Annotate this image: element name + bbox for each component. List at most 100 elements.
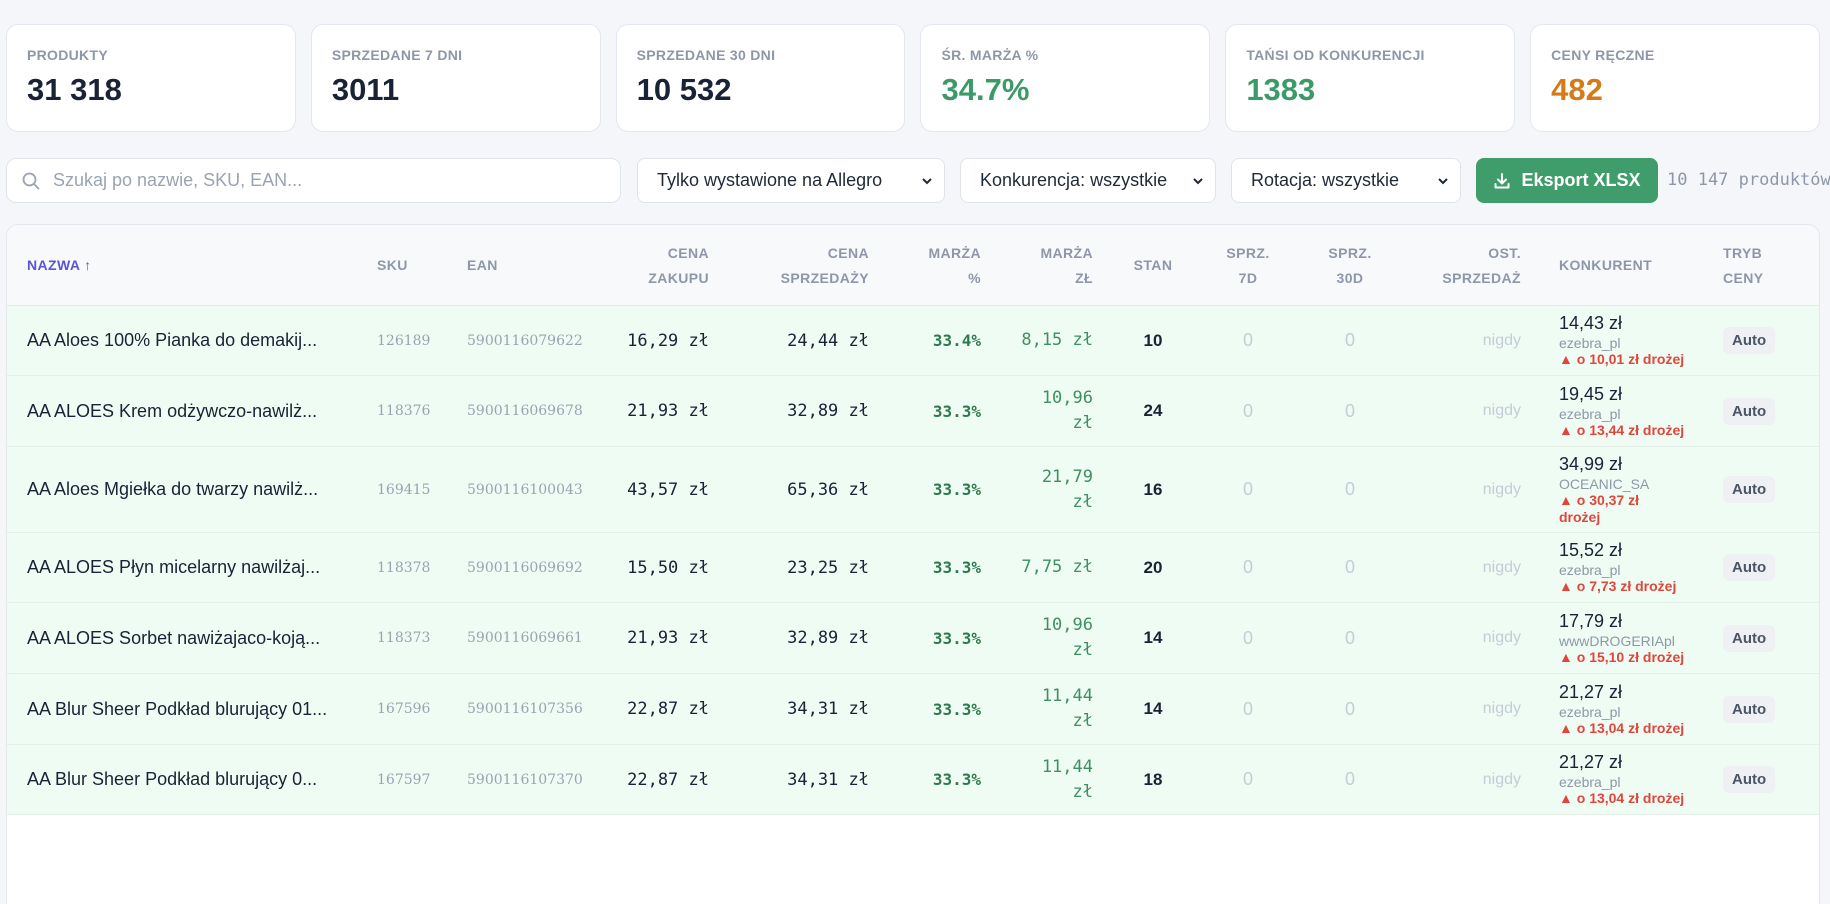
buy-price: 21,93 zł [627, 628, 709, 648]
last-sale-value: nigdy [1482, 402, 1521, 419]
table-row[interactable]: AA ALOES Sorbet nawiżajaco-koją... 118373… [7, 603, 1819, 674]
price-mode-badge[interactable]: Auto [1723, 397, 1776, 425]
column-header-ean[interactable]: EAN [467, 225, 567, 306]
cell-sku: 167597 [377, 745, 447, 814]
column-header-sold-30d[interactable]: SPRZ. 30D [1307, 225, 1393, 306]
stock-value: 18 [1143, 769, 1163, 789]
cell-last-sale: nigdy [1407, 603, 1521, 673]
competitor-name: wwwDROGERIApl [1559, 632, 1675, 649]
sold-30d-value: 0 [1344, 479, 1355, 499]
column-header-margin-pct[interactable]: MARŻA% [907, 225, 981, 306]
margin-pct: 33.3% [932, 770, 981, 789]
cell-buy-price: 43,57 zł [607, 447, 709, 532]
column-header-sku[interactable]: SKU [377, 225, 437, 306]
column-header-name[interactable]: NAZWA ↑ [27, 225, 327, 306]
price-mode-badge[interactable]: Auto [1723, 695, 1776, 723]
cell-margin-zl: 8,15 zł [1007, 306, 1093, 375]
cell-name: AA ALOES Płyn micelarny nawilżaj... [27, 533, 357, 602]
sell-price: 24,44 zł [787, 330, 869, 351]
table-row[interactable]: AA Aloes Mgiełka do twarzy nawilż... 1694… [7, 447, 1819, 533]
price-mode-badge[interactable]: Auto [1723, 766, 1776, 793]
competitor-price: 21,27 zł [1559, 752, 1623, 772]
cell-last-sale: nigdy [1407, 533, 1521, 602]
stock-value: 14 [1143, 699, 1163, 718]
margin-zl: 11,44 [1041, 686, 1093, 706]
filter-competition-select[interactable]: Konkurencja: wszystkie [960, 158, 1216, 203]
competitor-name: ezebra_pl [1559, 335, 1621, 351]
cell-competitor: 19,45 zł ezebra_pl ▲ o 13,44 zł drożej [1559, 376, 1699, 446]
cell-buy-price: 22,87 zł [607, 674, 709, 744]
column-header-sold-7d[interactable]: SPRZ. 7D [1207, 225, 1289, 306]
table-row[interactable]: AA ALOES Płyn micelarny nawilżaj... 11837… [7, 533, 1819, 603]
search-input[interactable] [53, 170, 593, 191]
cell-price-mode: Auto [1723, 674, 1803, 744]
filter-allegro-select[interactable]: Tylko wystawione na Allegro [637, 158, 945, 203]
product-sku: 118376 [377, 403, 431, 419]
column-header-stock[interactable]: STAN [1117, 225, 1189, 306]
margin-zl: 10,96 [1041, 615, 1093, 635]
cell-sku: 118373 [377, 603, 447, 673]
product-count: 10 147 produktów [1667, 170, 1830, 190]
column-header-sell-price[interactable]: CENA SPRZEDAŻY [747, 225, 869, 306]
filter-rotation-select[interactable]: Rotacja: wszystkie [1231, 158, 1461, 203]
cell-last-sale: nigdy [1407, 745, 1521, 814]
cell-price-mode: Auto [1723, 306, 1803, 375]
cell-name: AA ALOES Sorbet nawiżajaco-koją... [27, 603, 357, 673]
cell-last-sale: nigdy [1407, 306, 1521, 375]
competitor-diff: ▲ o 13,04 zł drożej [1559, 790, 1685, 806]
sold-7d-value: 0 [1242, 479, 1253, 499]
products-table: NAZWA ↑ SKU EAN CENA ZAKUPU CENA SPRZEDAŻY… [6, 224, 1820, 904]
column-header-competitor[interactable]: KONKURENT [1559, 225, 1689, 306]
competitor-diff: ▲ o 13,04 zł drożej [1559, 719, 1685, 736]
column-header-buy-price[interactable]: CENA ZAKUPU [607, 225, 709, 306]
cell-ean: 5900116069692 [467, 533, 597, 602]
margin-zl: 10,96 [1041, 388, 1093, 408]
stat-card-sold-30d: SPRZEDANE 30 DNI 10 532 [615, 24, 906, 132]
column-header-last-sale[interactable]: OST. SPRZEDAŻ [1407, 225, 1521, 306]
sold-30d-value: 0 [1344, 769, 1355, 789]
sold-30d-value: 0 [1344, 698, 1355, 719]
search-box[interactable] [6, 158, 621, 203]
competitor-price: 21,27 zł [1559, 681, 1623, 702]
column-header-label: SPRZ. [1328, 244, 1372, 261]
competitor-name: OCEANIC_SA [1559, 475, 1650, 492]
table-row[interactable]: AA ALOES Krem odżywczo-nawilż... 118376 59… [7, 376, 1819, 447]
cell-stock: 14 [1117, 603, 1189, 673]
column-header-label: OST. [1488, 244, 1521, 261]
table-row[interactable]: AA Blur Sheer Podkład blurujący 0... 1675… [7, 745, 1819, 815]
stock-value: 14 [1143, 628, 1163, 647]
stat-value: 1383 [1246, 72, 1316, 107]
cell-sku: 118378 [377, 533, 447, 602]
cell-margin-pct: 33.3% [907, 603, 981, 673]
competitor-price: 15,52 zł [1559, 540, 1623, 560]
product-name: AA Blur Sheer Podkład blurujący 01... [27, 698, 328, 719]
product-sku: 126189 [377, 332, 431, 349]
column-header-margin-zl[interactable]: MARŻA ZŁ [1007, 225, 1093, 306]
last-sale-value: nigdy [1482, 331, 1521, 349]
cell-margin-pct: 33.3% [907, 533, 981, 602]
cell-sku: 118376 [377, 376, 447, 446]
cell-margin-pct: 33.3% [907, 745, 981, 814]
table-row[interactable]: AA Aloes 100% Pianka do demakij... 126189… [7, 306, 1819, 376]
price-mode-badge[interactable]: Auto [1723, 554, 1776, 581]
table-row[interactable]: AA Blur Sheer Podkład blurujący 01... 167… [7, 674, 1819, 745]
sold-7d-value: 0 [1242, 400, 1253, 421]
chevron-down-icon [1193, 177, 1203, 184]
product-name: AA ALOES Krem odżywczo-nawilż... [27, 400, 318, 421]
stat-value: 34.7% [941, 72, 1030, 107]
sell-price: 65,36 zł [787, 479, 869, 500]
cell-ean: 5900116079622 [467, 306, 597, 375]
cell-ean: 5900116107370 [467, 745, 597, 814]
stat-value: 10 532 [636, 72, 732, 107]
price-mode-badge[interactable]: Auto [1723, 624, 1776, 652]
cell-sold-30d: 0 [1307, 376, 1393, 446]
price-mode-badge[interactable]: Auto [1723, 327, 1776, 354]
column-header-price-mode[interactable]: TRYB CENY [1723, 225, 1783, 306]
last-sale-value: nigdy [1482, 558, 1521, 576]
competitor-name: ezebra_pl [1559, 703, 1621, 720]
price-mode-badge[interactable]: Auto [1723, 476, 1776, 503]
product-sku: 167596 [377, 701, 431, 717]
cell-stock: 20 [1117, 533, 1189, 602]
product-ean: 5900116079622 [467, 332, 583, 349]
export-xlsx-button[interactable]: Eksport XLSX [1476, 158, 1658, 203]
